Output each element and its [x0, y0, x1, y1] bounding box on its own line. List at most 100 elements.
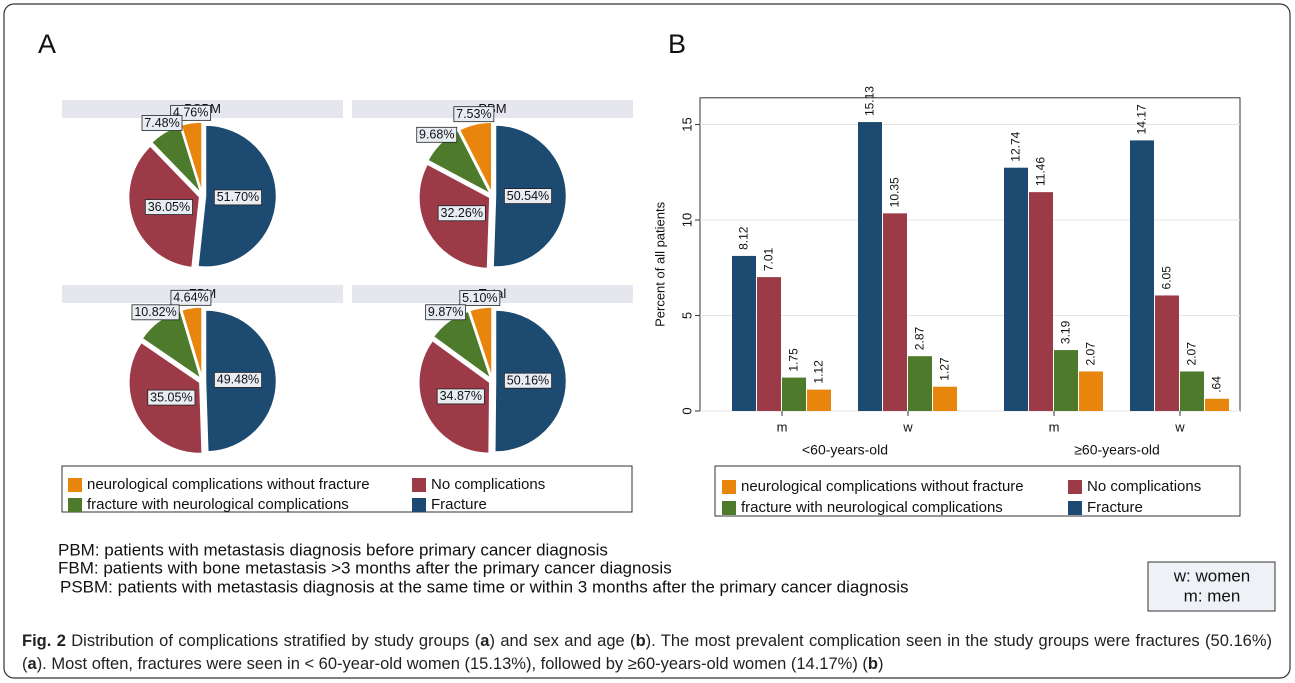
y-tick-label: 10: [679, 213, 694, 227]
bar: [1130, 140, 1154, 411]
bar-value-label: 11.46: [1034, 157, 1048, 186]
legend-swatch: [68, 498, 82, 512]
legend-swatch: [1068, 501, 1082, 515]
pie-label: 35.05%: [150, 390, 192, 404]
pie-label-box: [459, 290, 501, 306]
pie-label-box: [213, 372, 262, 388]
pie-label: 9.68%: [419, 128, 454, 142]
bar: [1155, 295, 1179, 411]
figure-border: [3, 3, 1291, 679]
bar: [1180, 371, 1204, 411]
bar-value-label: 1.27: [938, 357, 952, 381]
pie-label-box: [416, 126, 458, 143]
pie-legend-box: [61, 465, 633, 513]
bar-value-label: 2.87: [913, 327, 927, 351]
bar-value-label: .64: [1210, 376, 1224, 393]
note: PBM: patients with metastasis diagnosis …: [58, 540, 608, 559]
legend-label: Fracture: [1087, 499, 1143, 516]
pie-label: 50.54%: [507, 189, 549, 203]
bar-value-label: 2.07: [1084, 342, 1098, 366]
bar: [732, 255, 756, 411]
key-box: [1147, 561, 1276, 612]
legend-swatch: [412, 478, 426, 492]
legend-swatch: [412, 498, 426, 512]
bar: [782, 377, 806, 411]
pie-label: 4.64%: [173, 291, 208, 305]
bar-value-label: 1.75: [787, 348, 801, 372]
pie-label-box: [144, 199, 193, 215]
pie-label-box: [436, 388, 485, 405]
legend-label: fracture with neurological complications: [87, 496, 349, 513]
pie-label: 34.87%: [440, 389, 482, 403]
caption-part: a: [27, 655, 37, 673]
bar-value-label: 15.13: [863, 86, 877, 116]
bar-value-label: 10.35: [888, 177, 902, 207]
y-axis-label: Percent of all patients: [652, 201, 667, 327]
caption-part: Fig. 2: [22, 632, 66, 650]
panel-label: B: [668, 29, 686, 59]
bar: [1054, 350, 1078, 411]
panel-label: A: [38, 29, 56, 59]
pie-label-box: [503, 188, 552, 204]
bar: [1079, 371, 1103, 411]
pie-label: 32.26%: [441, 206, 483, 220]
bar-value-label: 14.17: [1135, 104, 1149, 134]
pie-slice: [426, 129, 493, 196]
pie-slice: [468, 306, 493, 379]
bar: [858, 122, 882, 412]
caption-part: Distribution of complications stratified…: [65, 632, 481, 650]
bar-value-label: 2.07: [1185, 342, 1199, 366]
key-text: m: men: [1184, 586, 1241, 605]
bar-value-label: 12.74: [1009, 131, 1023, 161]
pie-label: 7.48%: [144, 116, 179, 130]
pie-label-box: [453, 106, 495, 123]
pie-label: 36.05%: [148, 200, 190, 214]
pie-label-box: [425, 304, 467, 321]
pie-label: 7.53%: [456, 107, 491, 121]
group-label: ≥60-years-old: [1074, 442, 1160, 458]
legend-label: No complications: [1087, 478, 1201, 495]
bar: [1029, 192, 1053, 411]
pie-label-box: [437, 205, 486, 222]
legend-label: Fracture: [431, 496, 487, 513]
pie-slice: [432, 310, 493, 381]
legend-swatch: [722, 501, 736, 515]
x-tick-label: m: [777, 419, 788, 434]
legend-swatch: [1068, 480, 1082, 494]
bar-value-label: 3.19: [1059, 320, 1073, 344]
legend-swatch: [68, 478, 82, 492]
x-tick-label: m: [1049, 419, 1060, 434]
bar: [1004, 167, 1028, 411]
legend-label: neurological complications without fract…: [741, 478, 1024, 495]
pie-label-box: [503, 372, 552, 389]
pie-label-box: [147, 389, 196, 406]
legend-label: neurological complications without fract…: [87, 476, 370, 493]
pie-label: 51.70%: [217, 190, 259, 204]
y-tick-label: 15: [679, 117, 694, 131]
caption-part: b: [635, 632, 646, 650]
pie-label-box: [170, 289, 212, 306]
pie-label-box: [213, 189, 262, 206]
bar-value-label: 7.01: [762, 247, 776, 271]
bar: [908, 356, 932, 411]
note: FBM: patients with bone metastasis >3 mo…: [58, 558, 672, 577]
bar: [933, 386, 957, 411]
caption-part: ) and sex and age (: [489, 632, 636, 650]
bar-value-label: 8.12: [737, 226, 751, 250]
legend-label: fracture with neurological complications: [741, 499, 1003, 516]
bar-value-label: 1.12: [812, 360, 826, 384]
caption-part: ): [878, 655, 884, 673]
y-tick-label: 0: [679, 407, 694, 414]
bar: [1205, 398, 1229, 411]
bar-value-label: 6.05: [1160, 266, 1174, 290]
caption-part: ). Most often, fractures were seen in < …: [36, 655, 868, 673]
y-tick-label: 5: [679, 312, 694, 319]
pie-label: 9.87%: [428, 305, 463, 319]
x-tick-label: w: [1174, 419, 1185, 434]
key-text: w: women: [1173, 566, 1251, 585]
pie-slice: [180, 306, 203, 379]
caption: Fig. 2 Distribution of complications str…: [22, 630, 1272, 676]
legend-label: No complications: [431, 476, 545, 493]
legend-swatch: [722, 480, 736, 494]
